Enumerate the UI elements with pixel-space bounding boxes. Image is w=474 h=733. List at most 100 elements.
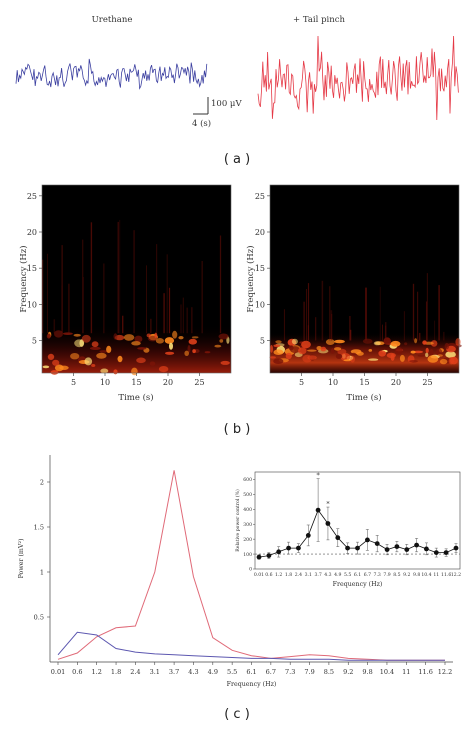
spectrogram-blob [445, 351, 456, 358]
spectrogram-blob [343, 359, 352, 362]
spectrogram-blob [47, 353, 55, 360]
spectrogram-band [42, 324, 231, 373]
spectrogram-blob [399, 354, 405, 362]
caption-b: ( b ) [224, 422, 251, 437]
spectrogram-blob [269, 356, 276, 359]
x-tick-label: 0.01 [51, 668, 65, 676]
spectrogram-blob [410, 350, 416, 354]
x-tick-label: 7.9 [383, 572, 390, 578]
x-tick-label: 11.6 [418, 668, 432, 676]
spectrogram-blob [81, 334, 91, 343]
spectrogram-blob [123, 334, 135, 341]
spectrogram-blob [164, 337, 175, 344]
data-point [345, 545, 350, 551]
significance-marker: * [316, 472, 320, 480]
spectrogram-blob [169, 342, 173, 350]
y-tick-label: 200 [243, 537, 252, 543]
axis-b-left: 5 10 15 20 25 5 10 15 20 25 [27, 184, 232, 387]
spectrogram-blob [188, 338, 197, 345]
scale-time-label: 4 (s) [192, 118, 211, 129]
spectrogram-blob [270, 345, 273, 353]
spectrogram-blob [316, 346, 322, 351]
data-point [374, 541, 380, 546]
y-tick-label: 10 [255, 300, 265, 309]
spectrogram-blob [154, 332, 158, 338]
spectrogram-blob [192, 349, 196, 354]
y-tick-label: 500 [243, 492, 252, 498]
spectrogram-blob [113, 369, 118, 375]
spectrogram-blob [165, 351, 175, 355]
scale-voltage-label: 100 μV [211, 99, 242, 109]
x-tick-label: 10.4 [421, 572, 431, 578]
x-tick-label: 11 [402, 668, 410, 676]
spectrogram-blob [155, 338, 164, 344]
data-point [443, 550, 449, 555]
significance-marker: * [326, 500, 330, 508]
y-tick-label: 600 [243, 477, 252, 483]
spectrogram-blob [172, 330, 178, 339]
x-tick-label: 4.9 [208, 668, 218, 676]
spectrogram-blob [70, 353, 80, 360]
spectrogram-blob [91, 364, 96, 367]
spectrogram-blob [273, 344, 281, 348]
x-tick-label: 8.5 [324, 668, 334, 676]
x-tick-label: 0.01 [254, 572, 264, 578]
x-tick-label: 5 [71, 378, 76, 387]
spectrogram-blob [394, 347, 403, 355]
x-tick-label: 12.2 [438, 668, 452, 676]
spectrogram-blob [131, 341, 141, 346]
x-tick-label: 10 [100, 378, 110, 387]
spectrogram-blob [89, 346, 101, 350]
spectrogram-blob [149, 361, 156, 366]
spectrogram-blob [444, 342, 450, 350]
spectrogram-blob [285, 352, 292, 360]
spectrogram-blob [330, 348, 335, 354]
spectrogram-blob [409, 360, 418, 363]
spectrogram-blob [425, 352, 429, 358]
spectrogram-blob [291, 338, 298, 345]
spectrogram-blob [390, 353, 395, 361]
x-tick-label: 7.3 [285, 668, 295, 676]
x-tick-label: 6.1 [354, 572, 361, 578]
spectrogram-blob [158, 366, 169, 373]
spectrogram-blob [437, 354, 443, 357]
y-tick-label: 1.5 [34, 524, 44, 532]
x-tick-label: 2.4 [295, 572, 302, 578]
x-tick-label: 2.4 [130, 668, 140, 676]
data-point [365, 537, 370, 543]
spectrogram-blob [178, 336, 184, 340]
spectrogram-blob [59, 365, 69, 370]
x-tick-label: 1.8 [111, 668, 121, 676]
spectrogram-blob [131, 367, 138, 376]
spectrogram-blob [187, 345, 191, 353]
spectrogram-blob [383, 337, 392, 345]
b-right-ylabel: Frequency (Hz) [245, 245, 256, 312]
x-tick-label: 1.2 [92, 668, 102, 676]
spectrogram-blob [288, 345, 294, 351]
caption-c: ( c ) [224, 707, 250, 722]
x-axis-label: Frequency (Hz) [227, 681, 277, 688]
spectrogram-blob [46, 333, 51, 339]
data-point [424, 546, 429, 552]
spectrogram-blob [325, 339, 335, 345]
spectrogram-blob [356, 351, 364, 356]
spectrogram-blob [273, 349, 284, 356]
y-tick-label: 25 [27, 192, 37, 201]
x-tick-label: 3.7 [169, 668, 179, 676]
spectrogram-blob [335, 353, 343, 359]
x-tick-label: 6.1 [246, 668, 256, 676]
x-tick-label: 20 [391, 378, 401, 387]
spectrogram-blob [350, 355, 355, 363]
y-tick-label: 15 [255, 264, 265, 273]
y-tick-label: 0.5 [34, 614, 44, 622]
x-tick-label: 3.1 [305, 572, 312, 578]
x-tick-label: 25 [422, 378, 432, 387]
spectrogram-blob [204, 351, 211, 354]
spectrogram-blob [62, 332, 73, 336]
x-tick-label: 11.6 [441, 572, 451, 578]
spectrogram-blob [414, 338, 418, 344]
spectrogram-blob [84, 357, 93, 366]
x-tick-label: 5.5 [344, 572, 351, 578]
spectrogram-blob [91, 341, 99, 348]
relative-power-inset: 0 100 200 300 400 500 600 0.01 0.6 1.2 1.8 2.4 3.1 3.… [234, 471, 461, 588]
